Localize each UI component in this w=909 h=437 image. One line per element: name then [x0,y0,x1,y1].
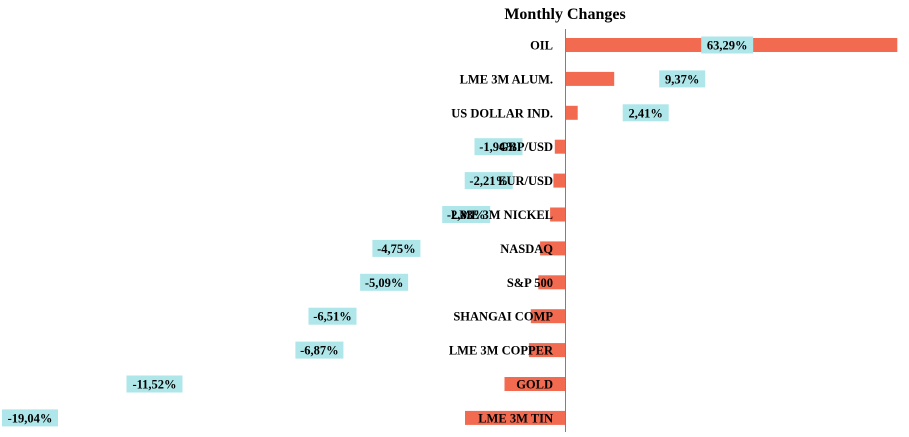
bar-lme-3m-alum [565,71,615,86]
bar-lme-3m-tin [465,410,565,425]
data-label-text: -6,87% [300,344,339,358]
data-label-box [701,36,754,54]
data-label-shangai-comp: -6,51% [308,307,357,325]
data-label-text: -2,21% [469,174,508,188]
bar-nasdaq [540,241,565,256]
data-label-box [126,375,183,393]
bar-shangai-comp [530,309,565,324]
data-label-text: -11,52% [132,378,176,392]
category-label-lme-3m-nickel: LME 3M NICKEL [451,208,553,222]
category-label-us-dollar-ind: US DOLLAR IND. [451,106,553,120]
data-label-box [464,172,513,190]
category-label-eur-usd: EUR/USD [498,174,553,188]
chart-title: Monthly Changes [504,6,625,23]
data-label-box [442,206,491,223]
data-label-text: 9,37% [665,72,699,86]
bar-eur-usd [553,173,565,188]
data-label-text: -2,83% [447,208,486,222]
category-label-gbp-usd: GBP/USD [499,140,553,154]
bar-sandp-500 [538,275,565,290]
bar-lme-3m-copper [528,343,565,358]
data-label-lme-3m-nickel: -2,83% [442,206,491,223]
bar-gbp-usd [554,139,565,154]
data-label-us-dollar-ind: 2,41% [622,104,669,122]
data-label-lme-3m-tin: -19,04% [2,409,58,427]
category-label-lme-3m-copper: LME 3M COPPER [449,344,554,358]
category-label-lme-3m-alum: LME 3M ALUM. [460,72,553,86]
category-label-sandp-500: S&P 500 [507,276,553,290]
bar-us-dollar-ind [565,105,578,120]
data-label-box [308,307,357,325]
data-label-text: -19,04% [8,411,53,425]
data-label-oil: 63,29% [701,36,754,54]
data-label-box [622,104,669,122]
data-label-box [360,273,409,291]
data-label-box [295,341,344,359]
data-label-gbp-usd: -1,94% [474,138,523,156]
data-label-sandp-500: -5,09% [360,273,409,291]
data-label-eur-usd: -2,21% [464,172,513,190]
bar-lme-3m-nickel [550,207,565,222]
data-label-lme-3m-alum: 9,37% [659,70,706,88]
data-label-text: -5,09% [365,276,404,290]
category-label-shangai-comp: SHANGAI COMP [453,310,553,324]
data-label-text: 2,41% [629,106,663,120]
data-label-text: -6,51% [313,310,352,324]
category-label-nasdaq: NASDAQ [500,242,553,256]
data-label-nasdaq: -4,75% [372,239,421,257]
category-label-lme-3m-tin: LME 3M TIN [478,411,553,425]
data-label-text: 63,29% [707,39,748,53]
category-label-gold: GOLD [516,378,553,392]
data-label-text: -4,75% [377,242,416,256]
data-label-box [2,409,58,427]
data-label-text: -1,94% [479,140,518,154]
data-label-box [659,70,706,88]
data-label-box [372,239,421,257]
bar-gold [504,377,565,391]
category-label-oil: OIL [530,39,553,53]
data-label-box [474,138,523,156]
data-label-gold: -11,52% [126,375,183,393]
data-label-lme-3m-copper: -6,87% [295,341,344,359]
